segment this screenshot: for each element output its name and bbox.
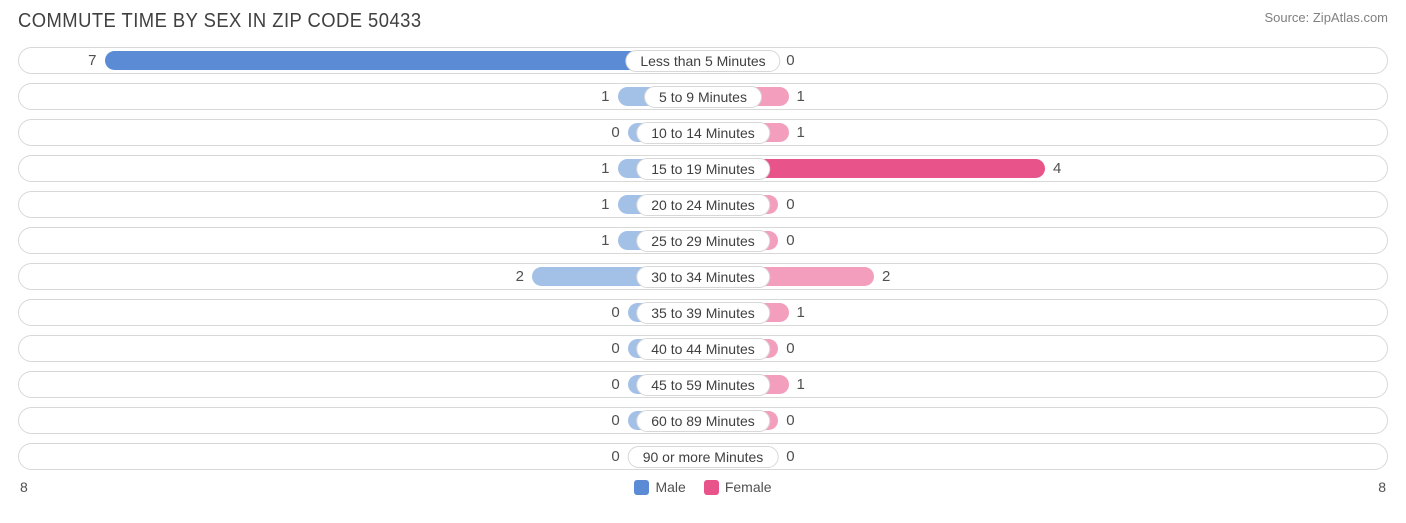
category-label: 15 to 19 Minutes — [636, 158, 770, 180]
chart-row: 0 0 60 to 89 Minutes — [18, 407, 1388, 434]
female-value: 2 — [874, 268, 898, 285]
legend: Male Female — [634, 479, 771, 495]
category-label: 60 to 89 Minutes — [636, 410, 770, 432]
category-label: 25 to 29 Minutes — [636, 230, 770, 252]
female-value: 4 — [1045, 160, 1069, 177]
female-value: 0 — [778, 232, 802, 249]
male-value: 0 — [603, 376, 627, 393]
chart-row: 0 090 or more Minutes — [18, 443, 1388, 470]
male-value: 1 — [593, 160, 617, 177]
male-value: 0 — [603, 448, 627, 465]
category-label: 20 to 24 Minutes — [636, 194, 770, 216]
category-label: Less than 5 Minutes — [625, 50, 780, 72]
female-value: 1 — [789, 376, 813, 393]
chart-row: 1 1 5 to 9 Minutes — [18, 83, 1388, 110]
male-value: 2 — [508, 268, 532, 285]
male-value: 1 — [593, 232, 617, 249]
chart-title: Commute Time By Sex in Zip Code 50433 — [18, 10, 422, 33]
male-value: 0 — [603, 340, 627, 357]
chart-row: 0 0 40 to 44 Minutes — [18, 335, 1388, 362]
category-label: 30 to 34 Minutes — [636, 266, 770, 288]
chart-row: 1 0 25 to 29 Minutes — [18, 227, 1388, 254]
chart-container: Commute Time By Sex in Zip Code 50433 So… — [0, 0, 1406, 523]
female-value: 0 — [778, 52, 802, 69]
female-value: 1 — [789, 88, 813, 105]
axis-row: 8 Male Female 8 — [18, 479, 1388, 495]
plot-area: 70Less than 5 Minutes115 to 9 Minutes011… — [18, 47, 1388, 470]
female-value: 0 — [778, 412, 802, 429]
category-label: 10 to 14 Minutes — [636, 122, 770, 144]
male-value: 0 — [603, 304, 627, 321]
female-value: 1 — [789, 304, 813, 321]
axis-max-right: 8 — [1378, 479, 1386, 495]
chart-row: 7 0Less than 5 Minutes — [18, 47, 1388, 74]
legend-label-male: Male — [655, 479, 685, 495]
chart-row: 1 0 20 to 24 Minutes — [18, 191, 1388, 218]
chart-row: 2 2 30 to 34 Minutes — [18, 263, 1388, 290]
legend-label-female: Female — [725, 479, 772, 495]
legend-item-female: Female — [704, 479, 772, 495]
chart-row: 0 1 45 to 59 Minutes — [18, 371, 1388, 398]
axis-max-left: 8 — [20, 479, 28, 495]
category-label: 5 to 9 Minutes — [644, 86, 762, 108]
category-label: 35 to 39 Minutes — [636, 302, 770, 324]
male-swatch-icon — [634, 480, 649, 495]
male-value: 7 — [80, 52, 104, 69]
header: Commute Time By Sex in Zip Code 50433 So… — [18, 10, 1388, 33]
male-value: 0 — [603, 124, 627, 141]
female-swatch-icon — [704, 480, 719, 495]
category-label: 45 to 59 Minutes — [636, 374, 770, 396]
category-label: 40 to 44 Minutes — [636, 338, 770, 360]
male-value: 1 — [593, 196, 617, 213]
male-value: 0 — [603, 412, 627, 429]
female-value: 0 — [778, 448, 802, 465]
female-value: 0 — [778, 340, 802, 357]
male-value: 1 — [593, 88, 617, 105]
female-value: 1 — [789, 124, 813, 141]
legend-item-male: Male — [634, 479, 685, 495]
category-label: 90 or more Minutes — [628, 446, 779, 468]
chart-row: 0 1 10 to 14 Minutes — [18, 119, 1388, 146]
source-attribution: Source: ZipAtlas.com — [1264, 10, 1388, 25]
male-bar — [105, 51, 704, 70]
chart-row: 0 1 35 to 39 Minutes — [18, 299, 1388, 326]
chart-row: 1 4 15 to 19 Minutes — [18, 155, 1388, 182]
female-value: 0 — [778, 196, 802, 213]
